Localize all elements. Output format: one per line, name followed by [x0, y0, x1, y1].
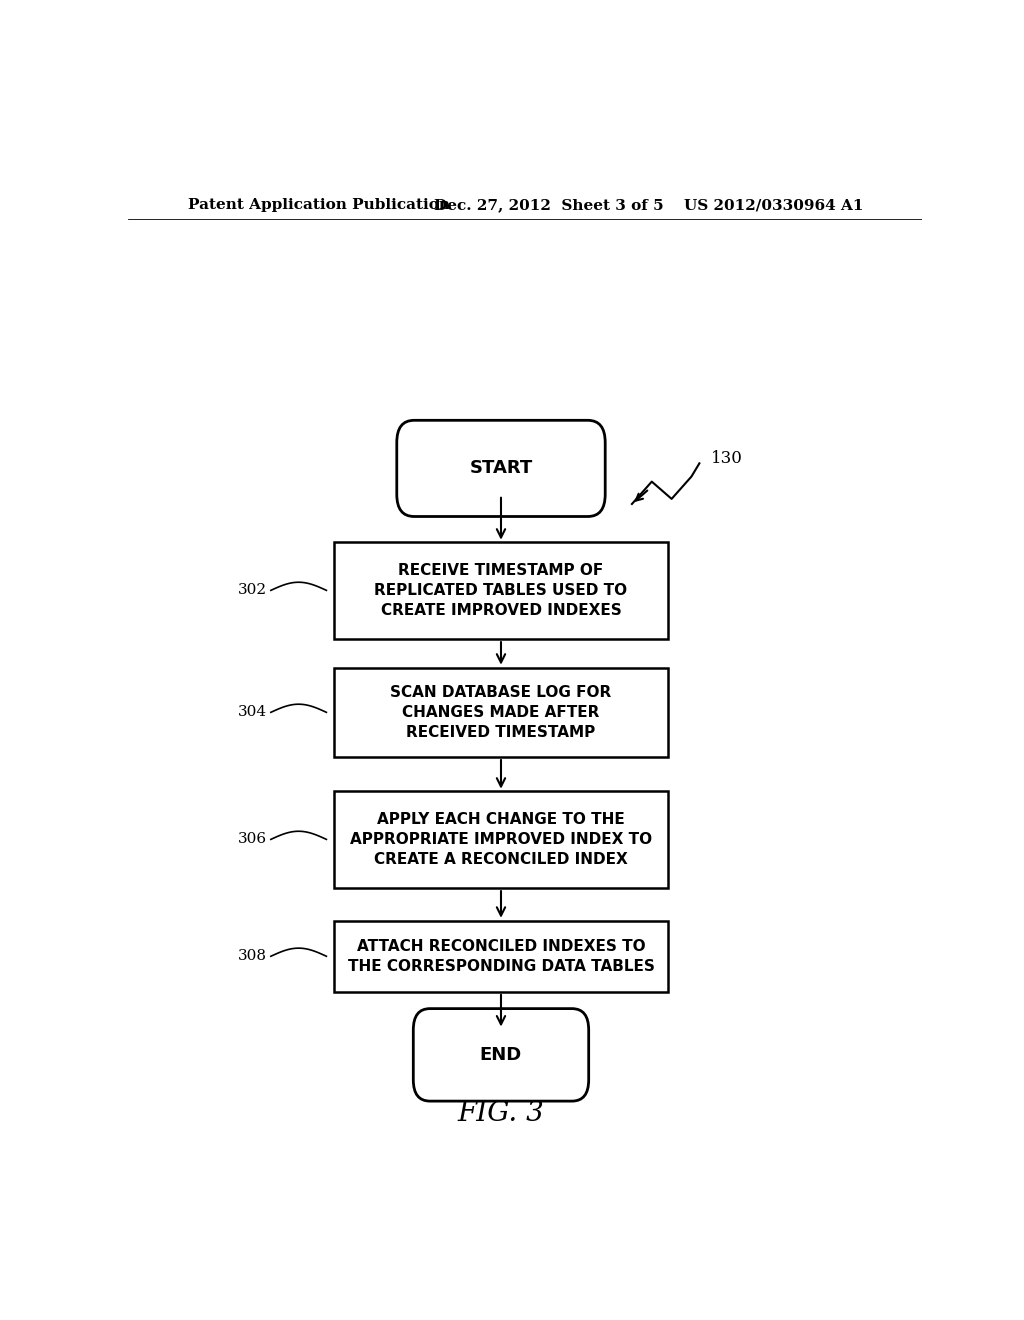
- Text: SCAN DATABASE LOG FOR
CHANGES MADE AFTER
RECEIVED TIMESTAMP: SCAN DATABASE LOG FOR CHANGES MADE AFTER…: [390, 685, 611, 739]
- Text: Patent Application Publication: Patent Application Publication: [187, 198, 450, 213]
- FancyBboxPatch shape: [396, 420, 605, 516]
- Text: START: START: [469, 459, 532, 478]
- Bar: [334, 668, 668, 758]
- Text: APPLY EACH CHANGE TO THE
APPROPRIATE IMPROVED INDEX TO
CREATE A RECONCILED INDEX: APPLY EACH CHANGE TO THE APPROPRIATE IMP…: [350, 812, 652, 867]
- Text: 304: 304: [238, 705, 267, 719]
- Text: 302: 302: [238, 583, 267, 598]
- Text: FIG. 3: FIG. 3: [458, 1101, 545, 1127]
- Text: 308: 308: [238, 949, 267, 964]
- Text: END: END: [480, 1045, 522, 1064]
- Text: RECEIVE TIMESTAMP OF
REPLICATED TABLES USED TO
CREATE IMPROVED INDEXES: RECEIVE TIMESTAMP OF REPLICATED TABLES U…: [375, 564, 628, 618]
- FancyBboxPatch shape: [414, 1008, 589, 1101]
- Text: Dec. 27, 2012  Sheet 3 of 5: Dec. 27, 2012 Sheet 3 of 5: [433, 198, 664, 213]
- Text: 130: 130: [712, 450, 743, 467]
- Text: 306: 306: [238, 833, 267, 846]
- Bar: [334, 791, 668, 887]
- Bar: [334, 543, 668, 639]
- Text: ATTACH RECONCILED INDEXES TO
THE CORRESPONDING DATA TABLES: ATTACH RECONCILED INDEXES TO THE CORRESP…: [347, 939, 654, 974]
- Bar: [334, 921, 668, 991]
- Text: US 2012/0330964 A1: US 2012/0330964 A1: [684, 198, 863, 213]
